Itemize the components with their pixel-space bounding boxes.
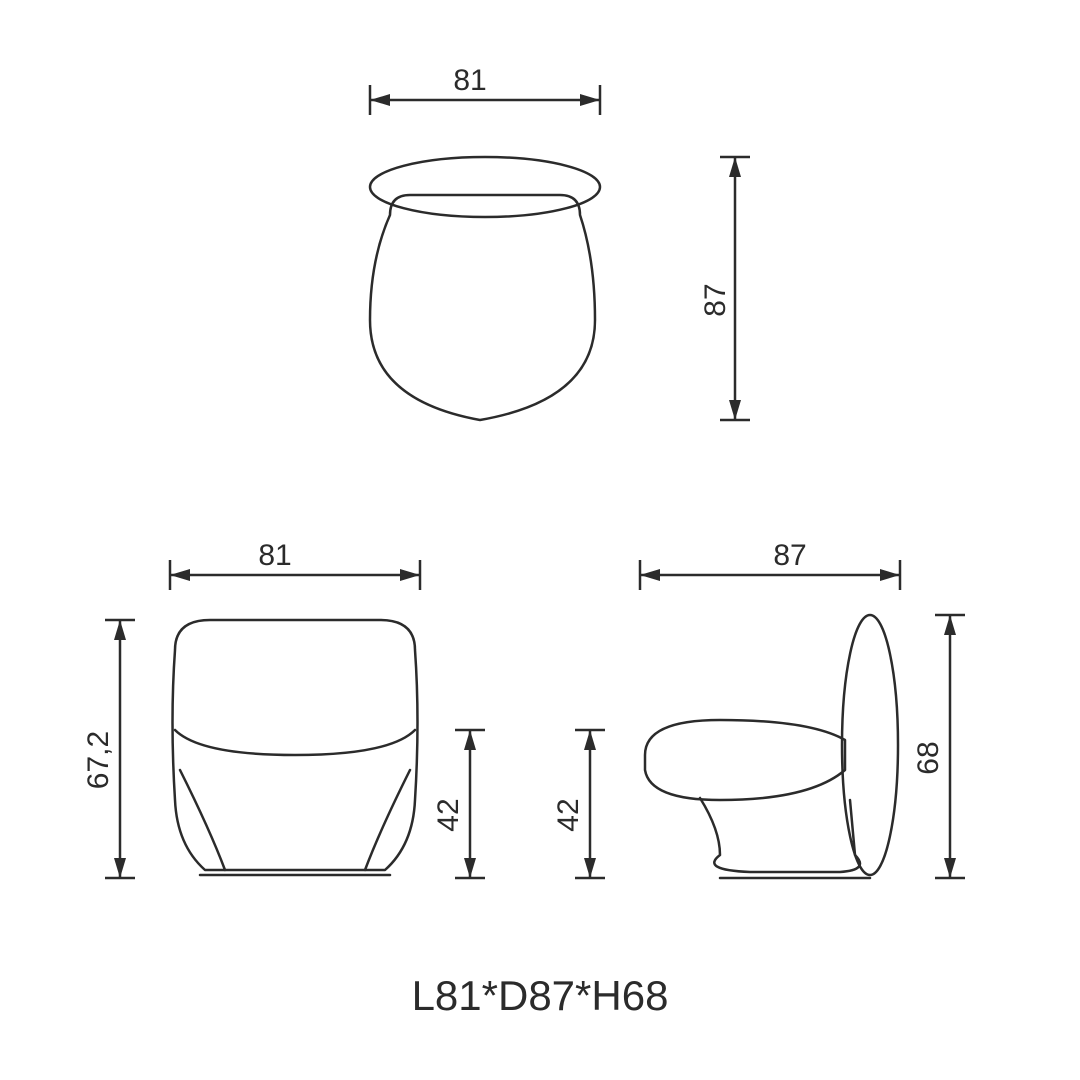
- top-view-body: [370, 195, 595, 420]
- top-view-headrest: [370, 157, 600, 217]
- front-seat-height-dimension: 42: [432, 730, 485, 878]
- side-depth-dimension: 87: [640, 539, 900, 590]
- front-height-value: 67,2: [82, 731, 115, 789]
- front-view-leg-right: [365, 770, 410, 870]
- front-view-seat-line: [175, 730, 415, 755]
- front-width-dimension: 81: [170, 539, 420, 590]
- side-height-dimension: 68: [912, 615, 965, 878]
- front-width-value: 81: [258, 539, 291, 572]
- top-depth-dimension: 87: [699, 157, 750, 420]
- top-view: 81 87: [370, 64, 750, 420]
- side-depth-value: 87: [773, 539, 806, 572]
- technical-drawing: 81 87 81: [0, 0, 1080, 1080]
- dimensions-summary: L81*D87*H68: [412, 972, 669, 1019]
- top-width-value: 81: [453, 64, 486, 97]
- front-view-leg-left: [180, 770, 225, 870]
- front-seat-height-value: 42: [432, 798, 465, 831]
- side-seat-height-value: 42: [552, 798, 585, 831]
- top-depth-value: 87: [699, 283, 732, 316]
- side-height-value: 68: [912, 741, 945, 774]
- front-height-dimension: 67,2: [82, 620, 135, 878]
- side-view-pedestal: [700, 798, 860, 872]
- side-view: 87 42 68: [552, 539, 965, 878]
- front-view: 81 67,2 42: [82, 539, 485, 878]
- side-seat-height-dimension: 42: [552, 730, 605, 878]
- side-view-seat: [645, 720, 845, 800]
- side-view-backrest: [842, 615, 898, 875]
- top-width-dimension: 81: [370, 64, 600, 115]
